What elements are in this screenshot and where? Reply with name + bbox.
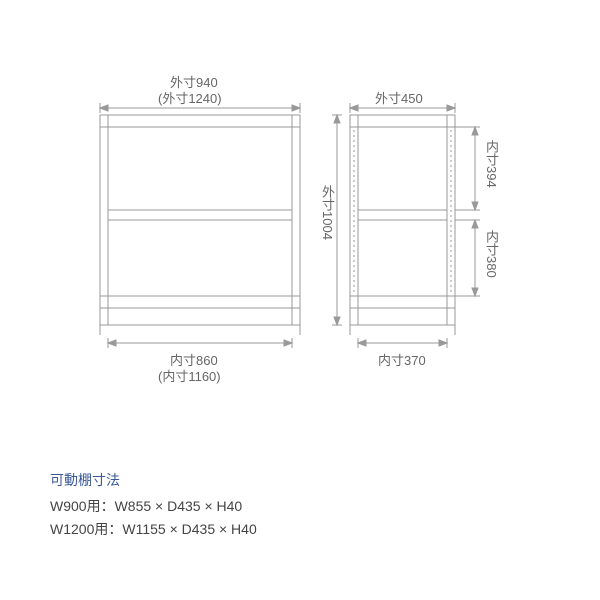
- side-top-label: 外寸450: [375, 88, 423, 107]
- shelf-info-spec2: W1200用：W1155 × D435 × H40: [50, 518, 257, 540]
- shelf-info-spec1: W900用：W855 × D435 × H40: [50, 495, 257, 517]
- side-height-label: 外寸1004: [318, 185, 337, 240]
- side-bottom-label: 内寸370: [378, 350, 426, 369]
- front-bottom-label-2: (内寸1160): [158, 366, 221, 385]
- side-inner-lower-label: 内寸380: [482, 230, 501, 278]
- front-top-label-2: (外寸1240): [158, 88, 222, 107]
- side-inner-upper-label: 内寸394: [482, 140, 501, 188]
- shelf-info-block: 可動棚寸法 W900用：W855 × D435 × H40 W1200用：W11…: [50, 469, 257, 540]
- shelf-info-title: 可動棚寸法: [50, 469, 257, 491]
